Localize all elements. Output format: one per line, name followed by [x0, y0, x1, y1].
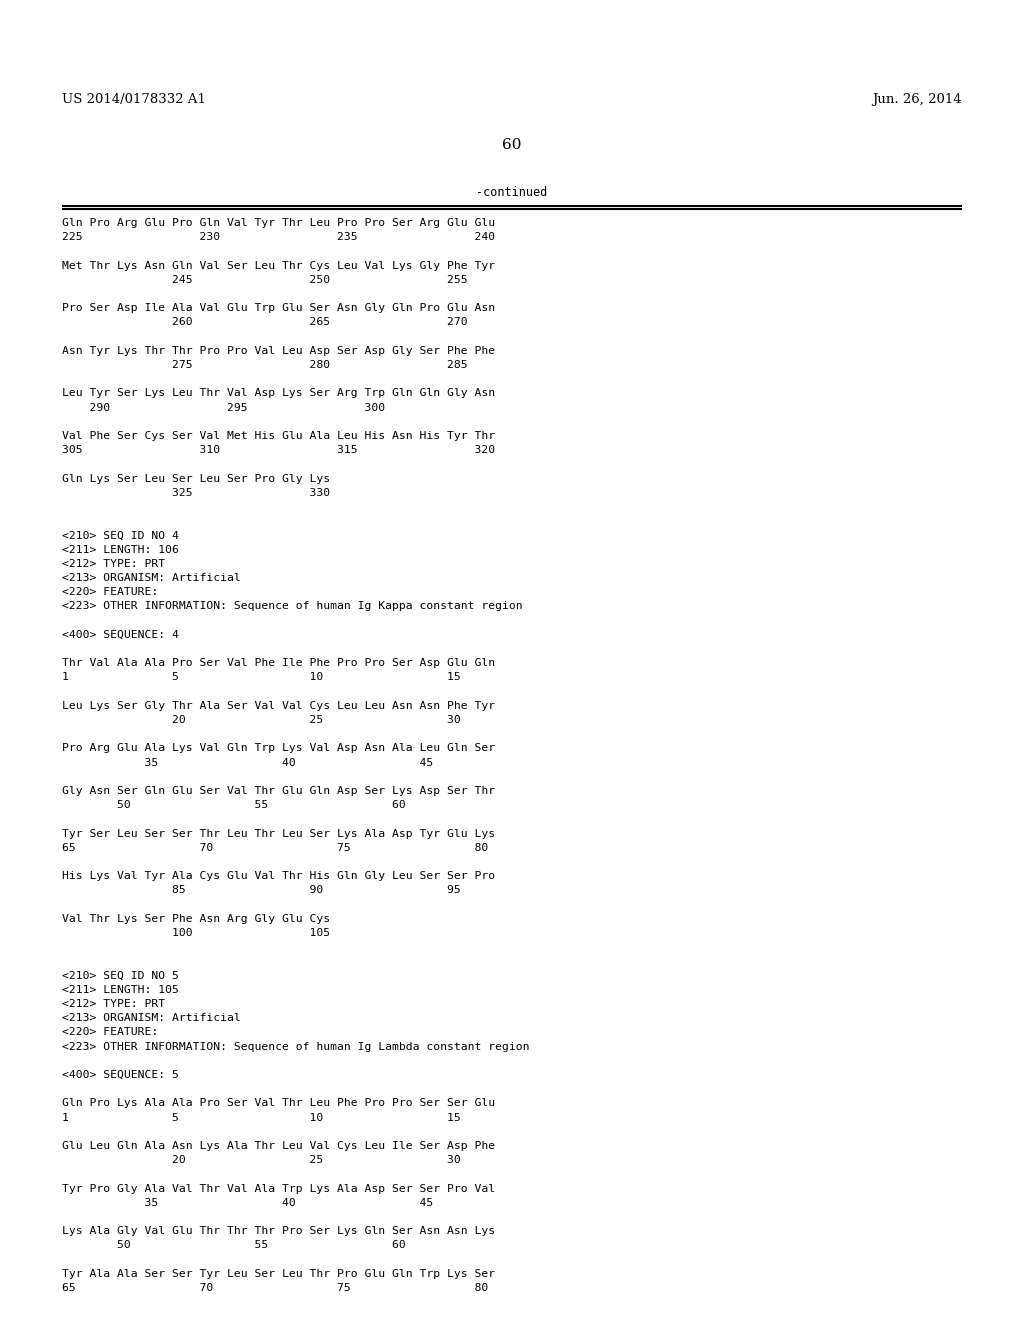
Text: 290                 295                 300: 290 295 300: [62, 403, 385, 413]
Text: Pro Ser Asp Ile Ala Val Glu Trp Glu Ser Asn Gly Gln Pro Glu Asn: Pro Ser Asp Ile Ala Val Glu Trp Glu Ser …: [62, 304, 496, 313]
Text: 1               5                   10                  15: 1 5 10 15: [62, 672, 461, 682]
Text: Thr Val Ala Ala Pro Ser Val Phe Ile Phe Pro Pro Ser Asp Glu Gln: Thr Val Ala Ala Pro Ser Val Phe Ile Phe …: [62, 659, 496, 668]
Text: US 2014/0178332 A1: US 2014/0178332 A1: [62, 94, 206, 107]
Text: 20                  25                  30: 20 25 30: [62, 1155, 461, 1166]
Text: <213> ORGANISM: Artificial: <213> ORGANISM: Artificial: [62, 1014, 241, 1023]
Text: 225                 230                 235                 240: 225 230 235 240: [62, 232, 496, 242]
Text: Pro Arg Glu Ala Lys Val Gln Trp Lys Val Asp Asn Ala Leu Gln Ser: Pro Arg Glu Ala Lys Val Gln Trp Lys Val …: [62, 743, 496, 754]
Text: 305                 310                 315                 320: 305 310 315 320: [62, 445, 496, 455]
Text: Tyr Ala Ala Ser Ser Tyr Leu Ser Leu Thr Pro Glu Gln Trp Lys Ser: Tyr Ala Ala Ser Ser Tyr Leu Ser Leu Thr …: [62, 1269, 496, 1279]
Text: Leu Tyr Ser Lys Leu Thr Val Asp Lys Ser Arg Trp Gln Gln Gly Asn: Leu Tyr Ser Lys Leu Thr Val Asp Lys Ser …: [62, 388, 496, 399]
Text: 35                  40                  45: 35 40 45: [62, 1197, 433, 1208]
Text: 20                  25                  30: 20 25 30: [62, 715, 461, 725]
Text: <220> FEATURE:: <220> FEATURE:: [62, 1027, 159, 1038]
Text: 260                 265                 270: 260 265 270: [62, 317, 468, 327]
Text: 65                  70                  75                  80: 65 70 75 80: [62, 1283, 488, 1294]
Text: <210> SEQ ID NO 4: <210> SEQ ID NO 4: [62, 531, 179, 540]
Text: 275                 280                 285: 275 280 285: [62, 360, 468, 370]
Text: Tyr Pro Gly Ala Val Thr Val Ala Trp Lys Ala Asp Ser Ser Pro Val: Tyr Pro Gly Ala Val Thr Val Ala Trp Lys …: [62, 1184, 496, 1193]
Text: <213> ORGANISM: Artificial: <213> ORGANISM: Artificial: [62, 573, 241, 583]
Text: <212> TYPE: PRT: <212> TYPE: PRT: [62, 999, 165, 1008]
Text: 85                  90                  95: 85 90 95: [62, 886, 461, 895]
Text: Val Thr Lys Ser Phe Asn Arg Gly Glu Cys: Val Thr Lys Ser Phe Asn Arg Gly Glu Cys: [62, 913, 330, 924]
Text: Met Thr Lys Asn Gln Val Ser Leu Thr Cys Leu Val Lys Gly Phe Tyr: Met Thr Lys Asn Gln Val Ser Leu Thr Cys …: [62, 260, 496, 271]
Text: <223> OTHER INFORMATION: Sequence of human Ig Kappa constant region: <223> OTHER INFORMATION: Sequence of hum…: [62, 602, 522, 611]
Text: Gln Pro Arg Glu Pro Gln Val Tyr Thr Leu Pro Pro Ser Arg Glu Glu: Gln Pro Arg Glu Pro Gln Val Tyr Thr Leu …: [62, 218, 496, 228]
Text: Val Phe Ser Cys Ser Val Met His Glu Ala Leu His Asn His Tyr Thr: Val Phe Ser Cys Ser Val Met His Glu Ala …: [62, 432, 496, 441]
Text: 245                 250                 255: 245 250 255: [62, 275, 468, 285]
Text: His Lys Val Tyr Ala Cys Glu Val Thr His Gln Gly Leu Ser Ser Pro: His Lys Val Tyr Ala Cys Glu Val Thr His …: [62, 871, 496, 882]
Text: Jun. 26, 2014: Jun. 26, 2014: [872, 94, 962, 107]
Text: <400> SEQUENCE: 5: <400> SEQUENCE: 5: [62, 1071, 179, 1080]
Text: Tyr Ser Leu Ser Ser Thr Leu Thr Leu Ser Lys Ala Asp Tyr Glu Lys: Tyr Ser Leu Ser Ser Thr Leu Thr Leu Ser …: [62, 829, 496, 838]
Text: Gln Lys Ser Leu Ser Leu Ser Pro Gly Lys: Gln Lys Ser Leu Ser Leu Ser Pro Gly Lys: [62, 474, 330, 483]
Text: <220> FEATURE:: <220> FEATURE:: [62, 587, 159, 597]
Text: <211> LENGTH: 105: <211> LENGTH: 105: [62, 985, 179, 995]
Text: Gln Pro Lys Ala Ala Pro Ser Val Thr Leu Phe Pro Pro Ser Ser Glu: Gln Pro Lys Ala Ala Pro Ser Val Thr Leu …: [62, 1098, 496, 1109]
Text: Asn Tyr Lys Thr Thr Pro Pro Val Leu Asp Ser Asp Gly Ser Phe Phe: Asn Tyr Lys Thr Thr Pro Pro Val Leu Asp …: [62, 346, 496, 356]
Text: Leu Lys Ser Gly Thr Ala Ser Val Val Cys Leu Leu Asn Asn Phe Tyr: Leu Lys Ser Gly Thr Ala Ser Val Val Cys …: [62, 701, 496, 710]
Text: 1               5                   10                  15: 1 5 10 15: [62, 1113, 461, 1122]
Text: <400> SEQUENCE: 4: <400> SEQUENCE: 4: [62, 630, 179, 640]
Text: <210> SEQ ID NO 5: <210> SEQ ID NO 5: [62, 970, 179, 981]
Text: 325                 330: 325 330: [62, 488, 330, 498]
Text: <223> OTHER INFORMATION: Sequence of human Ig Lambda constant region: <223> OTHER INFORMATION: Sequence of hum…: [62, 1041, 529, 1052]
Text: Gly Asn Ser Gln Glu Ser Val Thr Glu Gln Asp Ser Lys Asp Ser Thr: Gly Asn Ser Gln Glu Ser Val Thr Glu Gln …: [62, 785, 496, 796]
Text: -continued: -continued: [476, 186, 548, 198]
Text: 60: 60: [502, 139, 522, 152]
Text: 35                  40                  45: 35 40 45: [62, 758, 433, 768]
Text: <212> TYPE: PRT: <212> TYPE: PRT: [62, 558, 165, 569]
Text: 50                  55                  60: 50 55 60: [62, 800, 406, 810]
Text: 65                  70                  75                  80: 65 70 75 80: [62, 842, 488, 853]
Text: 50                  55                  60: 50 55 60: [62, 1241, 406, 1250]
Text: Lys Ala Gly Val Glu Thr Thr Thr Pro Ser Lys Gln Ser Asn Asn Lys: Lys Ala Gly Val Glu Thr Thr Thr Pro Ser …: [62, 1226, 496, 1237]
Text: <211> LENGTH: 106: <211> LENGTH: 106: [62, 545, 179, 554]
Text: 100                 105: 100 105: [62, 928, 330, 939]
Text: Glu Leu Gln Ala Asn Lys Ala Thr Leu Val Cys Leu Ile Ser Asp Phe: Glu Leu Gln Ala Asn Lys Ala Thr Leu Val …: [62, 1140, 496, 1151]
